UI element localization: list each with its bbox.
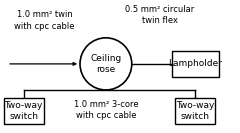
Text: Two-way
switch: Two-way switch <box>4 101 43 121</box>
Bar <box>4 98 43 124</box>
Bar <box>172 51 219 77</box>
Text: 1.0 mm² 3-core
with cpc cable: 1.0 mm² 3-core with cpc cable <box>74 100 138 120</box>
Text: Two-way
switch: Two-way switch <box>176 101 215 121</box>
Text: Lampholder: Lampholder <box>168 59 222 68</box>
Text: 0.5 mm² circular
twin flex: 0.5 mm² circular twin flex <box>125 5 195 25</box>
Text: Ceiling
rose: Ceiling rose <box>90 54 121 74</box>
Text: 1.0 mm² twin
with cpc cable: 1.0 mm² twin with cpc cable <box>14 11 75 31</box>
Bar <box>175 98 215 124</box>
